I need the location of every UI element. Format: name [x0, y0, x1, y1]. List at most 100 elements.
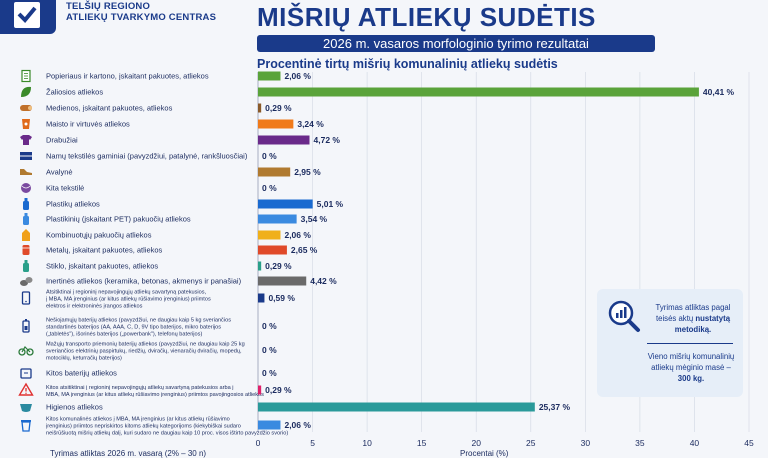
- chart-row: Kombinuotųjų pakuočių atliekos 2,06 %: [22, 229, 311, 241]
- battery-icon: [22, 319, 30, 333]
- paper-icon: [21, 69, 31, 83]
- data-label: 0,59 %: [268, 293, 295, 303]
- category-label: įrenginius) priimtos nepriskirtos kitoms…: [46, 424, 241, 430]
- x-tick-label: 10: [362, 438, 372, 448]
- page-subtitle: 2026 m. vasaros morfologinio tyrimo rezu…: [257, 35, 655, 52]
- x-tick-label: 5: [310, 438, 315, 448]
- bar: [258, 135, 310, 145]
- hazard-icon: [18, 382, 34, 396]
- battery-pack-icon: [20, 368, 32, 379]
- chart-row: Mažųjų transporto priemonių baterijų atl…: [18, 342, 277, 362]
- stones-icon: [20, 277, 33, 286]
- shoe-icon: [20, 169, 32, 175]
- category-label: Medienos, įskaitant pakuotes, atliekos: [46, 104, 173, 113]
- data-label: 0,29 %: [265, 261, 292, 271]
- bar: [258, 261, 262, 271]
- category-label: Plastikinių (įskaitant PET) pakuočių atl…: [46, 215, 191, 224]
- magnifier-chart-icon: [608, 300, 640, 332]
- data-label: 40,41 %: [703, 87, 735, 97]
- info-box: Tyrimas atliktas pagal teisės aktų nusta…: [597, 289, 743, 397]
- data-label: 2,06 %: [284, 420, 311, 430]
- x-tick-label: 30: [581, 438, 591, 448]
- data-label: 2,06 %: [284, 230, 311, 240]
- data-label: 0 %: [262, 151, 277, 161]
- chart-row: Avalynė 2,95 %: [20, 167, 321, 177]
- x-tick-label: 45: [744, 438, 754, 448]
- electronics-icon: [21, 291, 31, 305]
- pet-bottle-icon: [23, 213, 29, 225]
- info-text-method: Tyrimas atliktas pagal teisės aktų nusta…: [655, 303, 731, 334]
- chart-title: Procentinė tirtų mišrių komunalinių atli…: [257, 57, 558, 71]
- category-label: Maisto ir virtuvės atliekos: [46, 120, 130, 129]
- data-label: 5,01 %: [317, 199, 344, 209]
- logo-check-icon: [14, 2, 40, 28]
- data-label: 0 %: [262, 368, 277, 378]
- data-label: 0 %: [262, 321, 277, 331]
- category-label: Inertinės atliekos (keramika, betonas, a…: [46, 277, 242, 286]
- can-icon: [22, 245, 30, 255]
- chart-row: Metalų, įskaitant pakuotes, atliekos 2,65…: [22, 245, 318, 255]
- x-axis-ticks: 0 5 10 15 20 25 30 35 40 45: [256, 438, 754, 448]
- data-label: 0,29 %: [265, 385, 292, 395]
- data-label: 2,95 %: [294, 167, 321, 177]
- bar: [258, 87, 699, 97]
- chart-row: Nešiojamųjų baterijų atliekos (pavyzdžiu…: [22, 318, 277, 338]
- category-label: elektros ir elektroninės įrangos atlieko…: [46, 304, 143, 310]
- category-label: Kita tekstilė: [46, 184, 84, 193]
- category-label: Kitos atsitiktinai į regioninį nepavojin…: [46, 385, 234, 391]
- org-name-line1: TELŠIŲ REGIONO: [66, 1, 151, 12]
- chart-rows: Popieriaus ir kartono, įskaitant pakuote…: [18, 69, 735, 437]
- category-label: Mažųjų transporto priemonių baterijų atl…: [46, 342, 245, 348]
- chart-row: Popieriaus ir kartono, įskaitant pakuote…: [21, 69, 311, 83]
- data-label: 4,72 %: [314, 135, 341, 145]
- category-label: Kitos baterijų atliekos: [46, 369, 117, 378]
- category-label: į MBA, MA įrenginius (ar kitus atliekų r…: [46, 297, 211, 303]
- logo: [0, 0, 56, 34]
- category-label: Plastikų atliekos: [46, 200, 100, 209]
- category-label: Žaliosios atliekos: [46, 88, 103, 97]
- chart-row: Inertinės atliekos (keramika, betonas, a…: [20, 276, 337, 286]
- category-label: („tabletės"), išorinės baterijos („power…: [46, 332, 202, 338]
- bar: [258, 293, 265, 303]
- x-axis-label: Procentai (%): [460, 449, 509, 458]
- x-tick-label: 40: [690, 438, 700, 448]
- chart-row: Plastikų atliekos 5,01 %: [23, 198, 344, 210]
- chart-row: Kitos baterijų atliekos 0 %: [20, 368, 277, 379]
- towel-icon: [20, 152, 32, 160]
- chart-row: Atsitiktinai į regioninį nepavojingųjų a…: [21, 290, 295, 310]
- category-label: Drabužiai: [46, 136, 78, 145]
- bottle-icon: [23, 198, 29, 210]
- category-label: motociklų, keturračių baterijos): [46, 356, 122, 362]
- chart-row: Plastikinių (įskaitant PET) pakuočių atl…: [23, 213, 328, 225]
- org-name-line2: ATLIEKŲ TVARKYMO CENTRAS: [66, 12, 217, 23]
- shirt-icon: [20, 135, 32, 145]
- wood-icon: [20, 105, 32, 111]
- bar: [258, 103, 262, 113]
- trash-icon: [21, 420, 31, 432]
- category-label: Avalynė: [46, 168, 73, 177]
- chart-row: Kitos komunalinės atliekos į MBA, MA įre…: [21, 417, 311, 437]
- glass-bottle-icon: [23, 260, 29, 272]
- chart-row: Higienos atliekos 25,37 %: [20, 402, 570, 412]
- info-text-sample: Vieno mišrių komunalinių atliekų mėginio…: [647, 352, 735, 383]
- chart-row: Maisto ir virtuvės atliekos 3,24 %: [22, 119, 324, 129]
- food-icon: [22, 119, 30, 129]
- data-label: 0 %: [262, 183, 277, 193]
- category-label: Kitos komunalinės atliekos į MBA, MA įre…: [46, 417, 230, 423]
- bar: [258, 230, 281, 240]
- bicycle-icon: [18, 346, 34, 356]
- category-label: Nešiojamųjų baterijų atliekos (pavyzdžiu…: [46, 318, 231, 324]
- yarn-icon: [21, 183, 31, 193]
- data-label: 3,24 %: [297, 119, 324, 129]
- category-label: Higienos atliekos: [46, 403, 103, 412]
- bar: [258, 420, 281, 430]
- info-divider: [647, 343, 733, 344]
- category-label: Kombinuotųjų pakuočių atliekos: [46, 231, 152, 240]
- data-label: 25,37 %: [539, 402, 571, 412]
- bar: [258, 214, 297, 224]
- chart-row: Kitos atsitiktinai į regioninį nepavojin…: [18, 382, 292, 398]
- category-label: Atsitiktinai į regioninį nepavojingųjų a…: [46, 290, 207, 296]
- category-label: sveriančios elektrinių paspirtukų, riedž…: [46, 349, 242, 355]
- chart-row: Medienos, įskaitant pakuotes, atliekos 0,…: [20, 103, 292, 113]
